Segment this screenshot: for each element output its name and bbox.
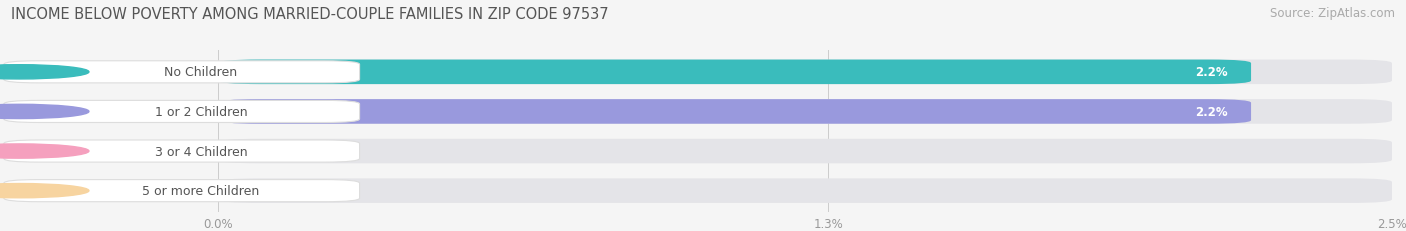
Text: 3 or 4 Children: 3 or 4 Children bbox=[155, 145, 247, 158]
Text: 5 or more Children: 5 or more Children bbox=[142, 184, 260, 197]
FancyBboxPatch shape bbox=[218, 60, 1251, 85]
FancyBboxPatch shape bbox=[218, 100, 1392, 124]
Text: 2.2%: 2.2% bbox=[1195, 106, 1227, 119]
FancyBboxPatch shape bbox=[218, 139, 1392, 164]
Circle shape bbox=[0, 65, 89, 80]
Text: No Children: No Children bbox=[165, 66, 238, 79]
Text: 1 or 2 Children: 1 or 2 Children bbox=[155, 106, 247, 119]
Text: 0.0%: 0.0% bbox=[246, 145, 276, 158]
Text: 2.2%: 2.2% bbox=[1195, 66, 1227, 79]
Text: 0.0%: 0.0% bbox=[246, 184, 276, 197]
Circle shape bbox=[0, 184, 89, 198]
FancyBboxPatch shape bbox=[218, 60, 1392, 85]
Circle shape bbox=[0, 144, 89, 158]
Text: Source: ZipAtlas.com: Source: ZipAtlas.com bbox=[1270, 7, 1395, 20]
Text: INCOME BELOW POVERTY AMONG MARRIED-COUPLE FAMILIES IN ZIP CODE 97537: INCOME BELOW POVERTY AMONG MARRIED-COUPL… bbox=[11, 7, 609, 22]
Circle shape bbox=[0, 105, 89, 119]
FancyBboxPatch shape bbox=[4, 140, 360, 162]
FancyBboxPatch shape bbox=[218, 179, 1392, 203]
FancyBboxPatch shape bbox=[4, 61, 360, 84]
FancyBboxPatch shape bbox=[4, 180, 360, 202]
FancyBboxPatch shape bbox=[218, 100, 1251, 124]
FancyBboxPatch shape bbox=[4, 101, 360, 123]
